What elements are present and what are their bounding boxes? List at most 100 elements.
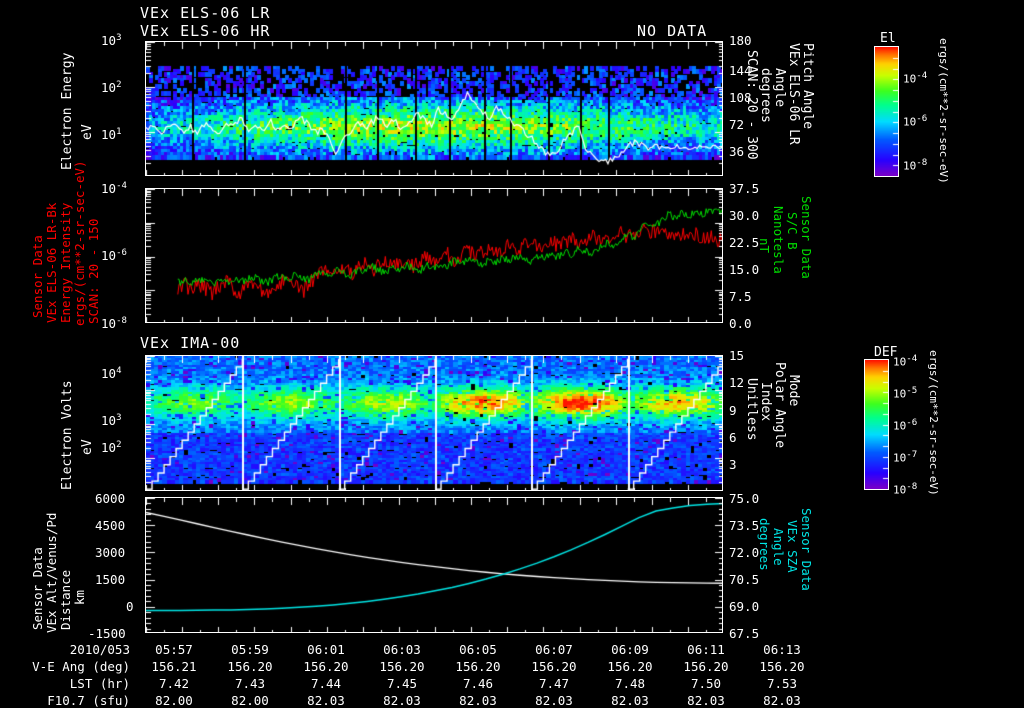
row-label-date: 2010/053 (69, 642, 130, 657)
time-cell-5: 06:07 (535, 642, 573, 657)
p4-right-line-2: Angle (771, 528, 786, 566)
p2-left-line-1: VEx ELS-06 LR-Bk (44, 202, 59, 323)
colorbar1-units: ergs/(cm**2-sr-sec-eV) (937, 38, 950, 184)
p3-rtick-4: 3 (729, 457, 737, 472)
p1-ytick-1: 101 (101, 127, 122, 143)
ima-label: VEx IMA-00 (140, 334, 241, 352)
ve-ang-cell-7: 156.20 (683, 659, 729, 674)
time-cell-0: 05:57 (155, 642, 193, 657)
time-cell-8: 06:13 (763, 642, 801, 657)
p1-rtick-144: 144 (729, 63, 752, 78)
p2-left-line-2: Energy Intensity (58, 202, 73, 323)
p1-right-title: Pitch Angle (800, 43, 815, 130)
p2-left-line-4: SCAN: 20 - 150 (86, 218, 101, 324)
time-cell-6: 06:09 (611, 642, 649, 657)
p3-rtick-3: 6 (729, 430, 737, 445)
colorbar1-tick-1: 10-6 (903, 113, 928, 129)
p4-right-line-3: degrees (757, 518, 772, 571)
f107-cell-3: 82.03 (383, 693, 421, 708)
lst-cell-3: 7.45 (386, 676, 418, 691)
p1-rtick-108: 108 (729, 90, 752, 105)
p1-left-units: eV (80, 124, 95, 140)
p4-left-line-1: VEx Alt/Venus/Pd (44, 512, 59, 633)
p4-ytick-0: 6000 (95, 491, 126, 506)
p1-right-units: degrees (758, 68, 773, 123)
p4-rtick-5: 67.5 (729, 626, 760, 641)
lst-cell-2: 7.44 (310, 676, 342, 691)
p3-left-title: Electron Volts (60, 380, 75, 490)
table-row-date-times: 2010/053 05:57 05:59 06:01 06:03 06:05 0… (10, 641, 820, 658)
p4-left-line-0: Sensor Data (30, 547, 45, 630)
altitude-sza-canvas (146, 498, 722, 632)
p4-rtick-1: 73.5 (729, 518, 760, 533)
p1-left-title: Electron Energy (60, 52, 75, 170)
ve-ang-cell-6: 156.20 (607, 659, 653, 674)
colorbar1-title: El (880, 31, 896, 46)
time-cell-4: 06:05 (459, 642, 497, 657)
p4-rtick-3: 70.5 (729, 572, 760, 587)
ve-ang-cell-5: 156.20 (531, 659, 577, 674)
intensity-b-canvas (146, 189, 722, 322)
p3-right-line-0: Mode (786, 375, 801, 407)
p1-rtick-180: 180 (729, 33, 752, 48)
lst-cell-0: 7.42 (158, 676, 190, 691)
p4-ytick-2: 3000 (95, 545, 126, 560)
colorbar1-tick-2: 10-8 (903, 157, 928, 173)
p2-right-line-3: nT (757, 238, 772, 254)
p1-rtick-36: 36 (729, 144, 745, 159)
p4-right-line-1: VEx SZA (785, 520, 800, 573)
f107-cell-8: 82.03 (763, 693, 801, 708)
p4-right-line-0: Sensor Data (799, 508, 814, 591)
p4-left-line-3: km (72, 589, 87, 605)
p3-ytick-2: 102 (101, 440, 122, 456)
colorbar1-tick-0: 10-4 (903, 70, 928, 86)
p2-rtick-4: 7.5 (729, 289, 752, 304)
p4-rtick-4: 69.0 (729, 599, 760, 614)
p2-left-line-0: Sensor Data (30, 235, 45, 318)
ve-ang-cell-2: 156.20 (303, 659, 349, 674)
f107-cell-1: 82.00 (231, 693, 269, 708)
ve-ang-cell-3: 156.20 (379, 659, 425, 674)
p3-ytick-4: 104 (101, 366, 122, 382)
row-label-ve-ang: V-E Ang (deg) (32, 659, 130, 674)
bottom-data-table: 2010/053 05:57 05:59 06:01 06:03 06:05 0… (10, 641, 820, 708)
f107-cell-4: 82.03 (459, 693, 497, 708)
colorbar2-tick-1: 10-5 (893, 385, 918, 401)
table-row-lst: LST (hr) 7.42 7.43 7.44 7.45 7.46 7.47 7… (10, 675, 820, 692)
p2-left-line-3: ergs/(cm**2-sr-sec-eV) (72, 160, 87, 326)
p2-ytick-m6: 10-6 (101, 248, 127, 264)
p1-ytick-3: 103 (101, 33, 122, 49)
table-row-f107: F10.7 (sfu) 82.00 82.00 82.03 82.03 82.0… (10, 692, 820, 708)
p3-rtick-1: 12 (729, 375, 745, 390)
ve-ang-cell-1: 156.20 (227, 659, 273, 674)
ve-ang-cell-0: 156.21 (151, 659, 197, 674)
p1-rtick-72: 72 (729, 117, 745, 132)
p1-right-sub: VEx ELS-06 LR (786, 43, 801, 145)
time-cell-3: 06:03 (383, 642, 421, 657)
ima-spectrogram-panel (145, 355, 723, 491)
p4-ytick-1: 4500 (95, 518, 126, 533)
f107-cell-0: 82.00 (155, 693, 193, 708)
colorbar2-units: ergs/(cm**2-sr-sec-eV) (927, 350, 940, 496)
p2-ytick-m4: 10-4 (101, 181, 127, 197)
lst-cell-8: 7.53 (766, 676, 798, 691)
colorbar2-tick-2: 10-6 (893, 417, 918, 433)
p2-right-line-0: Sensor Data (799, 196, 814, 279)
time-cell-1: 05:59 (231, 642, 269, 657)
p3-right-line-3: Unitless (744, 378, 759, 441)
header-label-hr: VEx ELS-06 HR (140, 22, 271, 40)
f107-cell-6: 82.03 (611, 693, 649, 708)
colorbar2-tick-3: 10-7 (893, 449, 918, 465)
p4-ytick-3: 1500 (95, 572, 126, 587)
lst-cell-4: 7.46 (462, 676, 494, 691)
f107-cell-7: 82.03 (687, 693, 725, 708)
lst-cell-6: 7.48 (614, 676, 646, 691)
p2-rtick-2: 22.5 (729, 235, 760, 250)
p4-ytick-5: -1500 (88, 626, 126, 641)
no-data-label: NO DATA (637, 22, 708, 40)
colorbar1-gradient (874, 46, 899, 177)
p3-right-line-2: Index (758, 382, 773, 422)
altitude-sza-panel (145, 497, 723, 633)
els-spectrogram-panel (145, 41, 723, 176)
